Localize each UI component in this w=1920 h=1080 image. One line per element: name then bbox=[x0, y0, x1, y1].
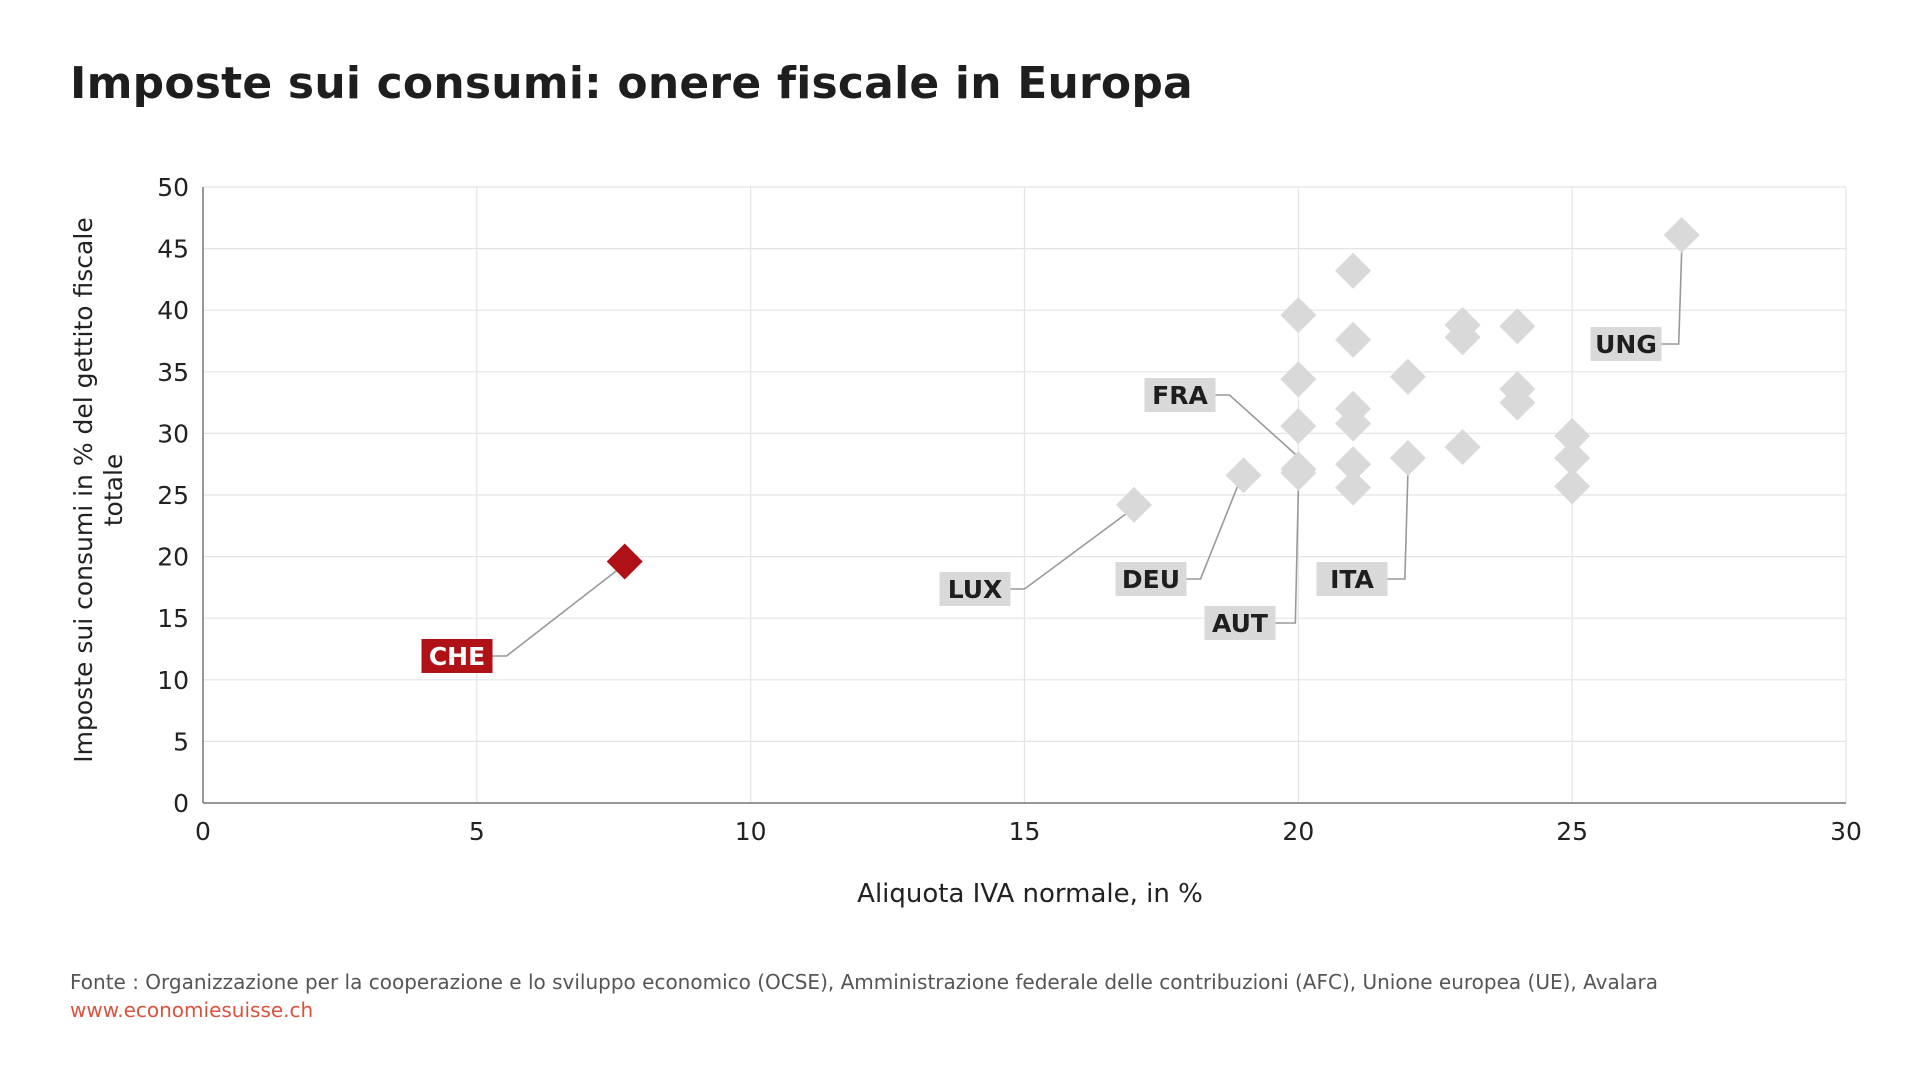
y-tick-label: 40 bbox=[157, 296, 189, 325]
leader-line-fra bbox=[1215, 394, 1297, 456]
data-point-che bbox=[606, 543, 643, 580]
data-point bbox=[1389, 358, 1426, 395]
y-axis-title-line: Imposte sui consumi in % del gettito fis… bbox=[69, 217, 98, 762]
point-label-ung: UNG bbox=[1595, 330, 1657, 359]
data-point bbox=[1280, 297, 1317, 334]
leader-line-che bbox=[492, 566, 622, 657]
data-point-lux bbox=[1116, 486, 1153, 523]
data-point-ita bbox=[1389, 440, 1426, 477]
y-tick-label: 0 bbox=[173, 789, 189, 818]
x-tick-label: 10 bbox=[735, 817, 767, 846]
leader-line-deu bbox=[1186, 480, 1241, 580]
point-label-layer: CHE LUX DEU AUT FRA ITA UNG bbox=[421, 327, 1662, 673]
data-point bbox=[1335, 446, 1372, 483]
source-note: Fonte : Organizzazione per la cooperazio… bbox=[70, 970, 1659, 994]
data-point bbox=[1280, 408, 1317, 445]
y-axis-title: Imposte sui consumi in % del gettito fis… bbox=[69, 217, 128, 762]
point-label-ita: ITA bbox=[1330, 565, 1374, 594]
y-tick-label: 30 bbox=[157, 419, 189, 448]
y-tick-label: 50 bbox=[157, 173, 189, 202]
data-point bbox=[1444, 319, 1481, 356]
point-label-box-lux bbox=[939, 572, 1011, 606]
point-label-deu: DEU bbox=[1122, 565, 1180, 594]
data-point bbox=[1554, 417, 1591, 454]
data-point-fra bbox=[1280, 451, 1317, 488]
point-label-box-aut bbox=[1204, 606, 1276, 640]
point-label-aut: AUT bbox=[1212, 609, 1268, 638]
x-tick-label: 25 bbox=[1556, 817, 1588, 846]
data-point bbox=[1554, 468, 1591, 505]
data-point bbox=[1335, 252, 1372, 289]
x-tick-label: 15 bbox=[1009, 817, 1041, 846]
data-point bbox=[1499, 384, 1536, 421]
x-tick-label: 20 bbox=[1282, 817, 1314, 846]
y-tick-label: 20 bbox=[157, 543, 189, 572]
source-url[interactable]: www.economiesuisse.ch bbox=[70, 998, 314, 1022]
data-point bbox=[1335, 405, 1372, 442]
leader-line-ita bbox=[1387, 474, 1409, 580]
point-label-box-che bbox=[421, 639, 493, 673]
data-point bbox=[1335, 469, 1372, 506]
data-point bbox=[1499, 308, 1536, 345]
data-point bbox=[1280, 361, 1317, 398]
data-point bbox=[1554, 440, 1591, 477]
leader-line-ung bbox=[1661, 251, 1683, 345]
data-point-deu bbox=[1225, 457, 1262, 494]
x-tick-label: 5 bbox=[469, 817, 485, 846]
point-label-che: CHE bbox=[429, 642, 485, 671]
point-label-lux: LUX bbox=[948, 575, 1003, 604]
leader-line-lux bbox=[1010, 510, 1131, 590]
grid-layer bbox=[202, 186, 1847, 804]
chart-title: Imposte sui consumi: onere fiscale in Eu… bbox=[70, 58, 1193, 109]
x-axis-title: Aliquota IVA normale, in % bbox=[857, 879, 1203, 909]
point-label-fra: FRA bbox=[1152, 381, 1208, 410]
data-point bbox=[1335, 321, 1372, 358]
leader-line-aut bbox=[1275, 488, 1300, 624]
y-axis-title-line: totale bbox=[99, 454, 128, 527]
data-point-layer bbox=[606, 217, 1700, 580]
x-tick-label: 0 bbox=[195, 817, 211, 846]
leader-line-layer bbox=[492, 251, 1683, 657]
point-label-box-deu bbox=[1115, 562, 1187, 596]
y-tick-label: 45 bbox=[157, 235, 189, 264]
axis-layer: 0 5 10 15 20 25 30 35 40 45 50 0 5 10 15 20 25 30 bbox=[157, 173, 1862, 846]
data-point bbox=[1444, 428, 1481, 465]
y-tick-label: 25 bbox=[157, 481, 189, 510]
point-label-box-ung bbox=[1590, 327, 1662, 361]
y-tick-label: 5 bbox=[173, 727, 189, 756]
y-tick-label: 35 bbox=[157, 358, 189, 387]
x-tick-label: 30 bbox=[1830, 817, 1862, 846]
y-tick-label: 15 bbox=[157, 604, 189, 633]
y-tick-label: 10 bbox=[157, 666, 189, 695]
point-label-box-ita bbox=[1316, 562, 1388, 596]
data-point-ung bbox=[1663, 217, 1700, 254]
point-label-box-fra bbox=[1144, 378, 1216, 412]
